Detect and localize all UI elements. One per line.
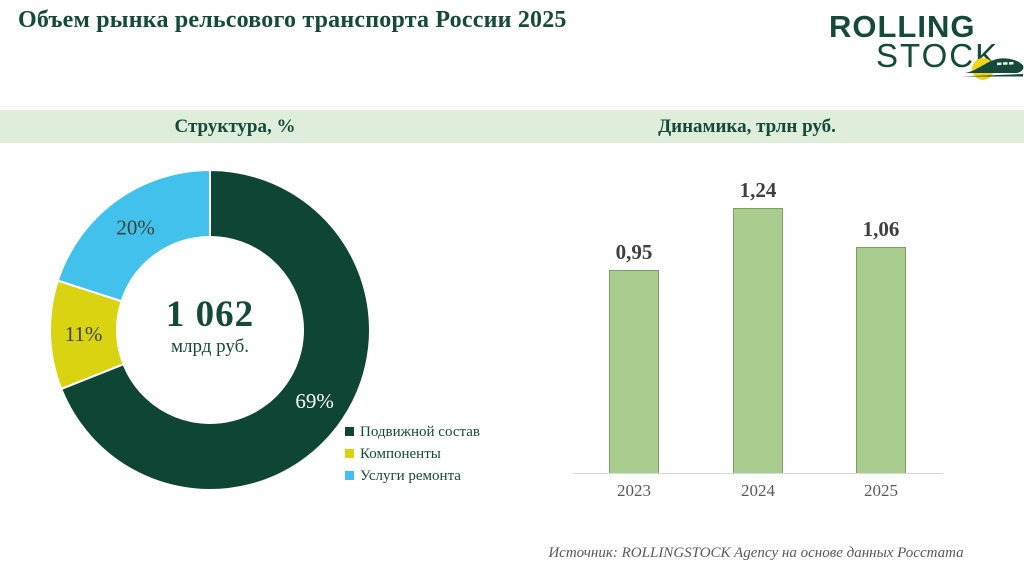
legend-swatch: [345, 471, 354, 481]
bar-chart: 0,95 2023 1,24 2024 1,06 2025: [560, 178, 960, 510]
legend-label: Подвижной состав: [360, 424, 480, 440]
bar: [609, 270, 659, 473]
legend-swatch: [345, 449, 354, 459]
bar: [733, 208, 783, 473]
donut-slice-label: 20%: [116, 216, 155, 240]
legend: Подвижной состав Компоненты Услуги ремонта: [345, 421, 480, 487]
bar-category-label: 2023: [617, 481, 651, 500]
donut-chart: 69% 11% 20%: [40, 160, 380, 500]
legend-label: Услуги ремонта: [360, 468, 461, 484]
bar-category-label: 2024: [741, 481, 775, 500]
section-band: [0, 110, 1024, 143]
legend-item: Подвижной состав: [345, 421, 480, 443]
legend-item: Услуги ремонта: [345, 465, 480, 487]
brand-logo: ROLLING STOCK: [820, 0, 1024, 90]
logo-text-rolling: ROLLING: [829, 9, 976, 44]
train-icon: [960, 58, 1024, 80]
bar-value-label: 1,24: [739, 178, 777, 203]
dynamics-section-header: Динамика, трлн руб.: [658, 116, 836, 137]
legend-item: Компоненты: [345, 443, 480, 465]
source-note: Источник: ROLLINGSTOCK Agency на основе …: [548, 545, 964, 561]
bar-value-label: 0,95: [615, 240, 653, 265]
donut-slice: [59, 168, 372, 491]
page-title: Объем рынка рельсового транспорта России…: [18, 7, 567, 33]
donut-center-value: 1 062: [165, 294, 255, 335]
structure-section-header: Структура, %: [174, 116, 296, 137]
x-axis-line: [573, 473, 943, 474]
legend-label: Компоненты: [360, 446, 441, 462]
legend-swatch: [345, 427, 354, 437]
donut-center-text: 1 062 млрд руб.: [110, 295, 310, 359]
bar: [856, 246, 906, 473]
donut-center-unit: млрд руб.: [170, 336, 250, 357]
bar-value-label: 1,06: [862, 216, 900, 241]
donut-slice-label: 69%: [295, 389, 334, 413]
bar-category-label: 2025: [864, 481, 898, 500]
donut-slice-label: 11%: [65, 322, 103, 346]
donut-slice: [56, 168, 211, 303]
